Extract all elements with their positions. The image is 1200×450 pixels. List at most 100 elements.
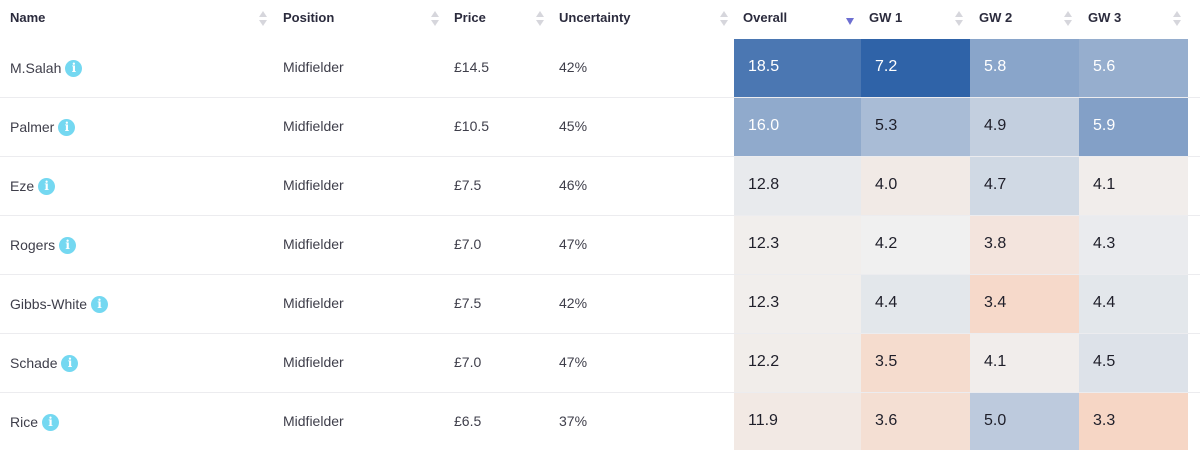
player-cell: Gibbs-White i xyxy=(0,275,275,333)
overall-value: 12.8 xyxy=(748,176,780,193)
sort-icon[interactable] xyxy=(1173,11,1182,27)
position-value: Midfielder xyxy=(283,236,344,252)
price-value: £10.5 xyxy=(454,118,490,134)
header-overall[interactable]: Overall xyxy=(734,0,861,38)
info-icon[interactable]: i xyxy=(38,178,56,195)
player-name[interactable]: Schade xyxy=(10,355,58,371)
table-row[interactable]: M.Salah i Midfielder £14.5 42% 18.5 7.2 5.8 5.6 xyxy=(0,39,1200,98)
price-cell: £10.5 xyxy=(446,98,551,156)
gw1-value: 3.5 xyxy=(875,353,898,370)
position-cell: Midfielder xyxy=(275,393,446,450)
position-value: Midfielder xyxy=(283,59,344,75)
gw3-value: 3.3 xyxy=(1093,412,1116,429)
uncertainty-cell: 47% xyxy=(551,334,734,392)
overall-value: 16.0 xyxy=(748,117,780,134)
sort-descending-icon[interactable] xyxy=(846,18,854,25)
price-value: £7.5 xyxy=(454,295,482,311)
uncertainty-value: 47% xyxy=(559,354,588,370)
table-row[interactable]: Eze i Midfielder £7.5 46% 12.8 4.0 4.7 4.1 xyxy=(0,157,1200,216)
overall-cell: 12.3 xyxy=(734,275,861,333)
position-cell: Midfielder xyxy=(275,275,446,333)
gw3-cell: 4.1 xyxy=(1079,157,1188,215)
table-row[interactable]: Schade i Midfielder £7.0 47% 12.2 3.5 4.1 4.5 xyxy=(0,334,1200,393)
position-value: Midfielder xyxy=(283,295,344,311)
header-price[interactable]: Price xyxy=(446,0,551,38)
gw1-value: 4.0 xyxy=(875,176,898,193)
table-row[interactable]: Gibbs-White i Midfielder £7.5 42% 12.3 4.4 3.4 4… xyxy=(0,275,1200,334)
table-header: Name Position Price Uncertainty Overall … xyxy=(0,0,1200,38)
info-icon[interactable]: i xyxy=(58,119,76,136)
price-value: £14.5 xyxy=(454,59,490,75)
player-name-wrap: Eze i xyxy=(10,177,56,195)
sort-icon[interactable] xyxy=(1064,11,1073,27)
gw1-value: 5.3 xyxy=(875,117,898,134)
gw3-value: 5.6 xyxy=(1093,58,1116,75)
gw2-value: 3.4 xyxy=(984,294,1007,311)
gw3-value: 4.5 xyxy=(1093,353,1116,370)
gw3-cell: 5.9 xyxy=(1079,98,1188,156)
position-value: Midfielder xyxy=(283,413,344,429)
info-icon[interactable]: i xyxy=(91,296,109,313)
player-cell: Eze i xyxy=(0,157,275,215)
overall-value: 12.2 xyxy=(748,353,780,370)
player-name[interactable]: Palmer xyxy=(10,119,55,135)
gw1-value: 4.4 xyxy=(875,294,898,311)
header-gw3[interactable]: GW 3 xyxy=(1079,0,1188,38)
gw2-value: 5.0 xyxy=(984,412,1007,429)
player-name[interactable]: Rogers xyxy=(10,237,56,253)
sort-icon[interactable] xyxy=(536,11,545,27)
player-name[interactable]: Gibbs-White xyxy=(10,296,88,312)
price-cell: £7.0 xyxy=(446,216,551,274)
gw2-value: 4.7 xyxy=(984,176,1007,193)
sort-icon[interactable] xyxy=(259,11,268,27)
player-name[interactable]: Rice xyxy=(10,414,39,430)
player-name-wrap: M.Salah i xyxy=(10,59,83,77)
player-name[interactable]: M.Salah xyxy=(10,60,62,76)
table-row[interactable]: Rogers i Midfielder £7.0 47% 12.3 4.2 3.8 4.3 xyxy=(0,216,1200,275)
overall-value: 11.9 xyxy=(748,412,778,429)
uncertainty-value: 37% xyxy=(559,413,588,429)
header-position[interactable]: Position xyxy=(275,0,446,38)
info-icon[interactable]: i xyxy=(59,237,77,254)
sort-icon[interactable] xyxy=(431,11,440,27)
gw3-cell: 3.3 xyxy=(1079,393,1188,450)
gw1-cell: 4.4 xyxy=(861,275,970,333)
header-uncertainty[interactable]: Uncertainty xyxy=(551,0,734,38)
player-name-wrap: Gibbs-White i xyxy=(10,295,109,313)
table-row[interactable]: Palmer i Midfielder £10.5 45% 16.0 5.3 4.9 5.9 xyxy=(0,98,1200,157)
header-gw2[interactable]: GW 2 xyxy=(970,0,1079,38)
price-cell: £6.5 xyxy=(446,393,551,450)
gw2-cell: 3.8 xyxy=(970,216,1079,274)
player-cell: Rice i xyxy=(0,393,275,450)
info-icon[interactable]: i xyxy=(42,414,60,431)
info-icon[interactable]: i xyxy=(61,355,79,372)
header-gw1[interactable]: GW 1 xyxy=(861,0,970,38)
gw2-value: 3.8 xyxy=(984,235,1007,252)
sort-icon[interactable] xyxy=(955,11,964,27)
uncertainty-value: 42% xyxy=(559,59,588,75)
player-name[interactable]: Eze xyxy=(10,178,35,194)
table-row[interactable]: Rice i Midfielder £6.5 37% 11.9 3.6 5.0 3.3 xyxy=(0,393,1200,450)
gw2-value: 5.8 xyxy=(984,58,1007,75)
uncertainty-value: 47% xyxy=(559,236,588,252)
gw1-cell: 7.2 xyxy=(861,39,970,97)
price-value: £7.0 xyxy=(454,236,482,252)
uncertainty-value: 46% xyxy=(559,177,588,193)
info-icon[interactable]: i xyxy=(65,60,83,77)
price-value: £7.0 xyxy=(454,354,482,370)
overall-cell: 18.5 xyxy=(734,39,861,97)
gw1-cell: 3.6 xyxy=(861,393,970,450)
player-name-wrap: Palmer i xyxy=(10,118,76,136)
uncertainty-cell: 37% xyxy=(551,393,734,450)
uncertainty-cell: 47% xyxy=(551,216,734,274)
gw2-cell: 5.8 xyxy=(970,39,1079,97)
uncertainty-cell: 45% xyxy=(551,98,734,156)
gw1-value: 3.6 xyxy=(875,412,898,429)
header-name[interactable]: Name xyxy=(0,0,275,38)
header-gw3-label: GW 3 xyxy=(1088,10,1122,25)
gw3-cell: 4.4 xyxy=(1079,275,1188,333)
gw1-cell: 4.0 xyxy=(861,157,970,215)
sort-icon[interactable] xyxy=(720,11,729,27)
header-overall-label: Overall xyxy=(743,10,788,25)
overall-value: 12.3 xyxy=(748,235,780,252)
